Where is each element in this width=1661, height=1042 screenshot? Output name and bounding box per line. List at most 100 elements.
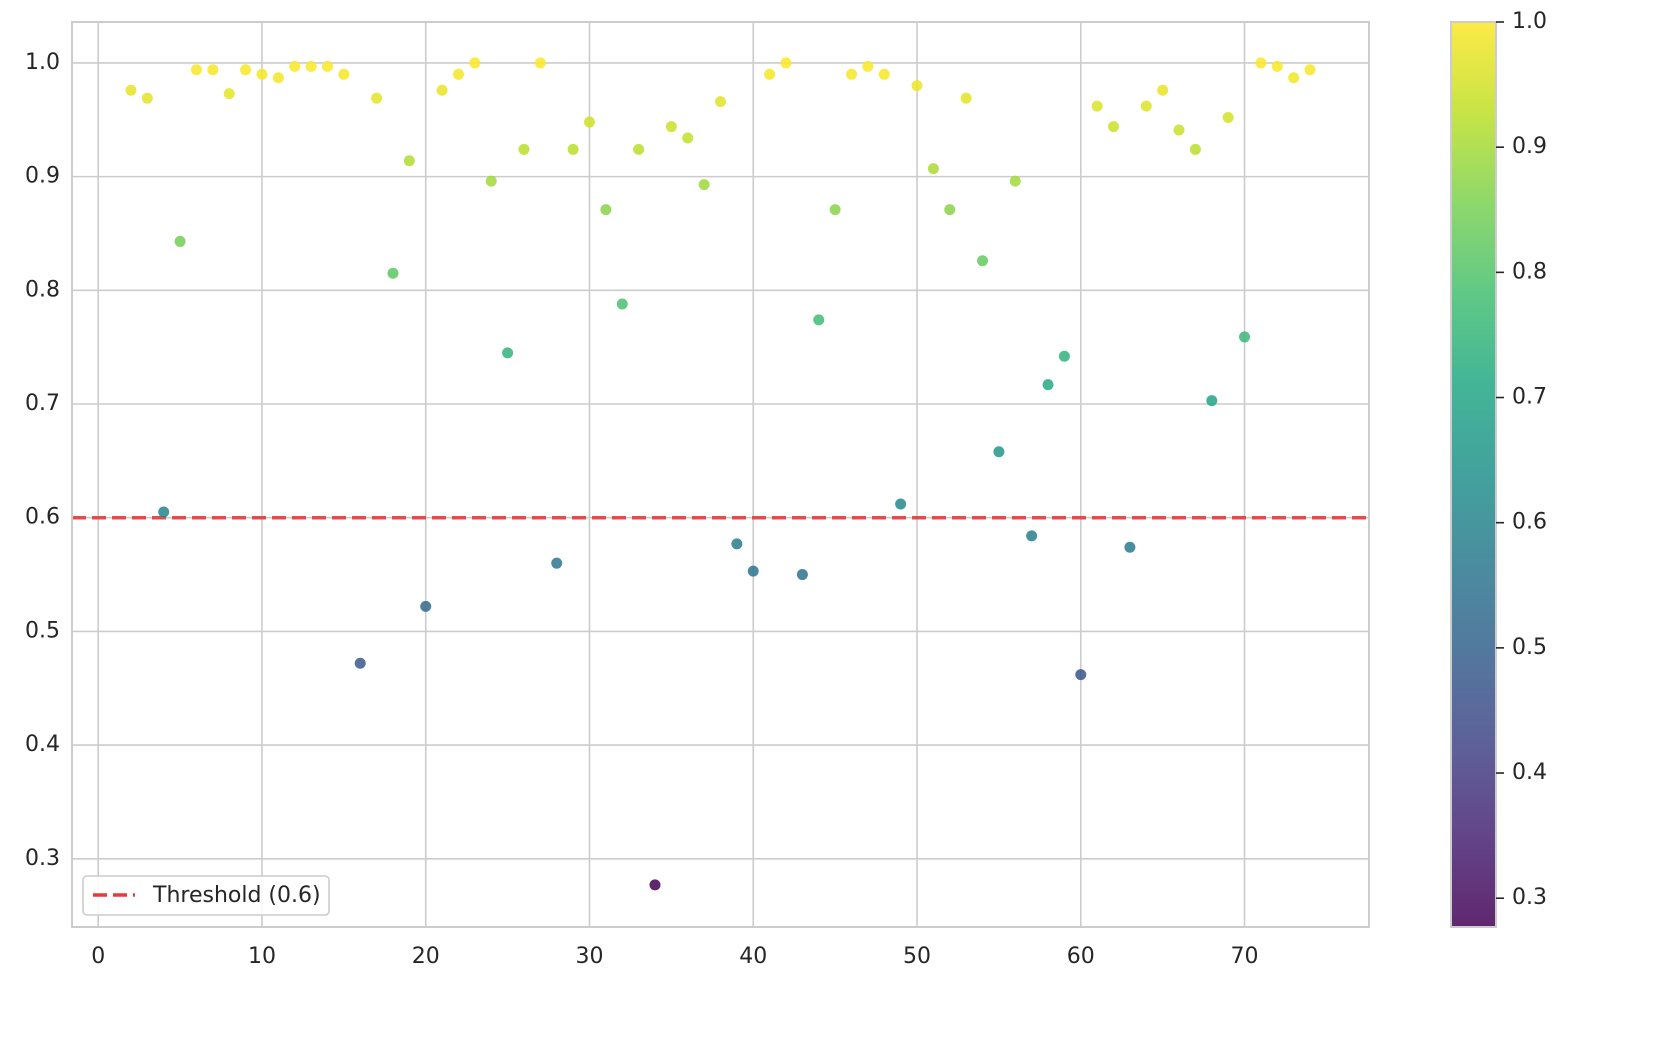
point (993, 446, 1005, 458)
point (174, 235, 186, 247)
point (649, 879, 661, 891)
point (289, 60, 301, 72)
colorbar-tick-label: 0.7 (1512, 385, 1547, 410)
x-tick-label: 20 (412, 944, 440, 969)
point (207, 64, 219, 76)
point (1189, 143, 1201, 155)
point (960, 92, 972, 104)
point (371, 92, 383, 104)
plot-frame (71, 21, 1370, 928)
colorbar-frame (1450, 21, 1497, 928)
point (1206, 395, 1218, 407)
x-tick-label: 10 (248, 944, 276, 969)
y-tick-label: 0.8 (25, 277, 60, 302)
point (1124, 541, 1136, 553)
y-tick-label: 1.0 (25, 50, 60, 75)
point (633, 143, 645, 155)
point (420, 600, 432, 612)
point (682, 132, 694, 144)
y-tick-label: 0.6 (25, 505, 60, 530)
point (895, 498, 907, 510)
point (1026, 530, 1038, 542)
point (1058, 350, 1070, 362)
y-tick-label: 0.9 (25, 164, 60, 189)
point (911, 80, 923, 92)
y-tick-label: 0.4 (25, 732, 60, 757)
point (829, 204, 841, 216)
point (190, 64, 202, 76)
point (1222, 112, 1234, 124)
colorbar-tick-label: 0.3 (1512, 885, 1547, 910)
point (731, 538, 743, 550)
point (305, 60, 317, 72)
point (551, 557, 563, 569)
point (256, 68, 268, 80)
point (813, 314, 825, 326)
point (1157, 84, 1169, 96)
point (862, 60, 874, 72)
legend-box (82, 875, 330, 916)
point (158, 506, 170, 518)
x-tick-label: 50 (903, 944, 931, 969)
point (583, 116, 595, 128)
colorbar-tick-label: 0.5 (1512, 635, 1547, 660)
point (1108, 121, 1120, 133)
point (1140, 100, 1152, 112)
point (1271, 60, 1283, 72)
point (698, 179, 710, 191)
point (1173, 124, 1185, 136)
point (1288, 72, 1300, 84)
y-tick-label: 0.5 (25, 618, 60, 643)
point (354, 657, 366, 669)
point (1042, 379, 1054, 391)
colorbar-tick-label: 0.8 (1512, 259, 1547, 284)
colorbar-tick-label: 0.6 (1512, 510, 1547, 535)
point (1304, 64, 1316, 76)
x-tick-label: 0 (91, 944, 105, 969)
point (223, 88, 235, 100)
point (780, 57, 792, 69)
point (321, 60, 333, 72)
colorbar-tick-label: 0.9 (1512, 134, 1547, 159)
point (715, 96, 726, 108)
point (403, 155, 415, 167)
colorbar (1451, 22, 1496, 927)
colorbar-tick-label: 1.0 (1512, 9, 1547, 34)
point (944, 204, 956, 216)
point (878, 68, 890, 80)
x-tick-label: 70 (1231, 944, 1259, 969)
legend-label: Threshold (0.6) (152, 883, 321, 908)
point (1075, 669, 1087, 681)
point (436, 84, 448, 96)
point (1239, 331, 1251, 343)
x-tick-label: 60 (1067, 944, 1095, 969)
point (764, 68, 776, 80)
point (518, 143, 530, 155)
x-tick-label: 40 (739, 944, 767, 969)
point (485, 175, 497, 187)
colorbar-tick-label: 0.4 (1512, 760, 1547, 785)
point (272, 72, 284, 84)
point (665, 121, 677, 133)
point (616, 298, 628, 310)
point (534, 57, 546, 69)
point (240, 64, 252, 76)
point (469, 57, 481, 69)
point (1091, 100, 1103, 112)
point (1255, 57, 1267, 69)
point (600, 204, 612, 216)
point (338, 68, 350, 80)
y-tick-label: 0.3 (25, 846, 60, 871)
point (1009, 175, 1021, 187)
point (747, 565, 759, 577)
point (502, 347, 514, 359)
point (846, 68, 858, 80)
x-tick-label: 30 (575, 944, 603, 969)
point (977, 255, 989, 267)
point (927, 163, 939, 175)
y-tick-label: 0.7 (25, 391, 60, 416)
point (796, 569, 808, 581)
point (387, 267, 399, 279)
point (125, 84, 137, 96)
